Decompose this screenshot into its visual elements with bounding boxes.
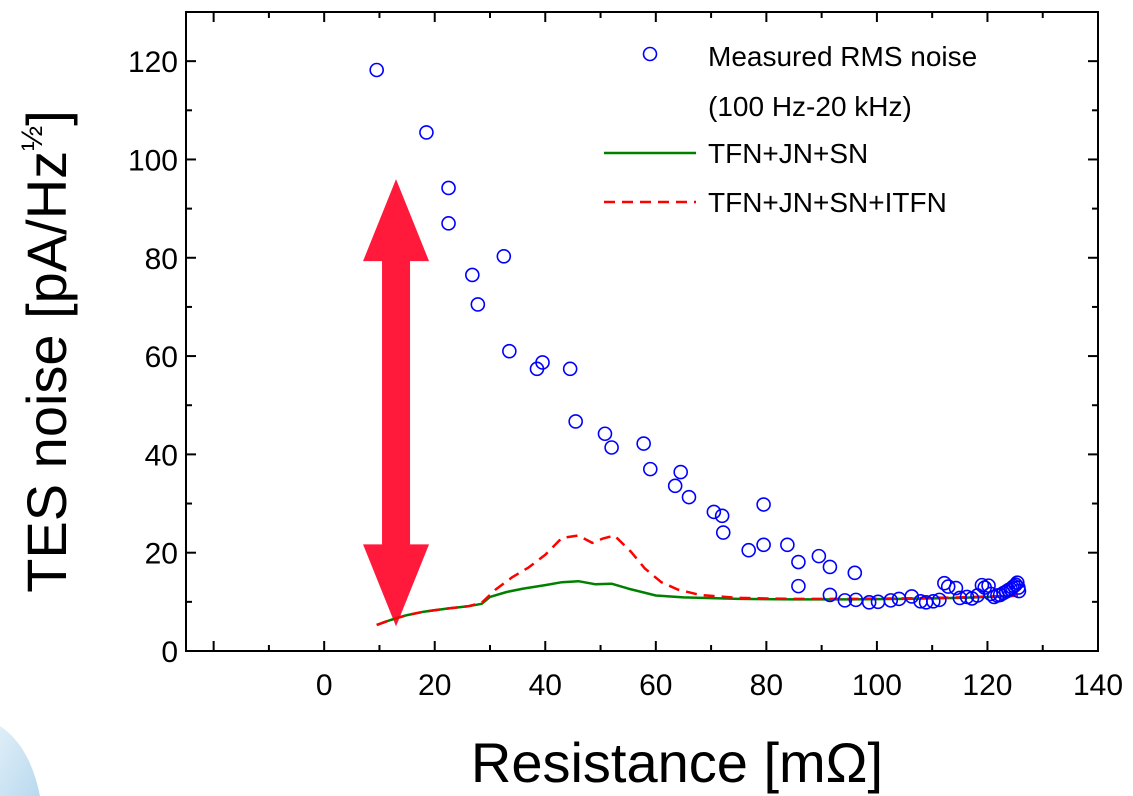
y-axis-title: TES noise [pA/Hz½] xyxy=(15,110,78,593)
series-line xyxy=(376,534,1018,627)
data-point xyxy=(441,216,456,231)
y-tick-label: 100 xyxy=(128,144,178,177)
x-axis-title: Resistance [mΩ] xyxy=(471,731,883,794)
data-point xyxy=(756,537,771,553)
data-point xyxy=(714,508,730,524)
data-point xyxy=(1011,583,1027,599)
legend-label-line2: (100 Hz-20 kHz) xyxy=(708,91,912,122)
legend-marker-circle xyxy=(642,46,658,62)
data-point xyxy=(741,542,756,558)
svg-text:TES noise [pA/Hz½]: TES noise [pA/Hz½] xyxy=(15,110,78,593)
data-point xyxy=(822,559,838,575)
data-point xyxy=(1005,580,1020,595)
data-point xyxy=(870,594,886,610)
data-point xyxy=(496,248,512,264)
data-point xyxy=(419,125,434,140)
data-point xyxy=(780,537,795,553)
data-point xyxy=(597,426,613,442)
data-point xyxy=(791,578,806,594)
data-point xyxy=(932,592,947,608)
double-arrow-shape xyxy=(363,179,430,627)
data-point xyxy=(948,580,964,596)
y-tick-label: 0 xyxy=(161,636,178,669)
data-point xyxy=(822,587,838,603)
x-tick-label: 40 xyxy=(529,669,562,702)
data-point xyxy=(642,461,658,477)
y-tick-label: 120 xyxy=(128,46,178,79)
legend: Measured RMS noise (100 Hz-20 kHz) TFN+JN+… xyxy=(604,41,977,218)
data-point xyxy=(811,548,827,564)
data-point xyxy=(441,180,456,196)
y-tick-label: 40 xyxy=(145,439,178,472)
data-point xyxy=(681,489,697,505)
data-point xyxy=(940,579,956,594)
data-point xyxy=(791,554,806,570)
data-point xyxy=(706,504,722,520)
data-point xyxy=(465,267,480,283)
y-axis-title-bracket: ] xyxy=(15,110,78,126)
data-point xyxy=(369,62,384,78)
data-point xyxy=(904,589,920,604)
y-tick-label: 60 xyxy=(145,341,178,374)
axis-ticks xyxy=(186,11,1099,652)
data-point xyxy=(604,440,619,455)
data-point xyxy=(837,593,853,608)
x-tick-label: 0 xyxy=(316,669,333,702)
x-tick-label: 120 xyxy=(962,669,1012,702)
data-point xyxy=(667,478,683,494)
y-tick-label: 20 xyxy=(145,538,178,571)
data-point xyxy=(847,565,863,581)
data-point xyxy=(883,593,899,608)
plot-frame xyxy=(185,11,1099,652)
x-tick-label: 140 xyxy=(1073,669,1123,702)
data-point xyxy=(562,361,578,377)
data-point xyxy=(861,595,877,610)
data-point xyxy=(535,355,550,370)
data-point xyxy=(568,414,583,429)
data-point xyxy=(673,464,688,480)
data-point xyxy=(502,343,517,359)
data-point xyxy=(925,594,941,609)
x-tick-label: 20 xyxy=(418,669,451,702)
y-axis-title-exponent: ½ xyxy=(16,126,49,151)
x-tick-label: 100 xyxy=(852,669,902,702)
legend-label: Measured RMS noise xyxy=(708,41,977,72)
x-tick-label: 80 xyxy=(750,669,783,702)
data-point xyxy=(952,590,968,606)
data-point xyxy=(715,525,731,540)
data-point xyxy=(974,577,990,593)
series-line xyxy=(376,579,1018,627)
data-point xyxy=(756,497,771,512)
data-point xyxy=(470,297,486,312)
y-tick-label: 80 xyxy=(145,243,178,276)
x-tick-label: 60 xyxy=(639,669,672,702)
legend-label: TFN+JN+SN xyxy=(708,138,868,169)
double-arrow-annotation xyxy=(363,179,430,627)
y-axis-title-main: TES noise [pA/Hz xyxy=(15,151,78,593)
data-point xyxy=(636,436,651,451)
legend-label: TFN+JN+SN+ITFN xyxy=(708,187,947,218)
data-point xyxy=(981,578,996,593)
